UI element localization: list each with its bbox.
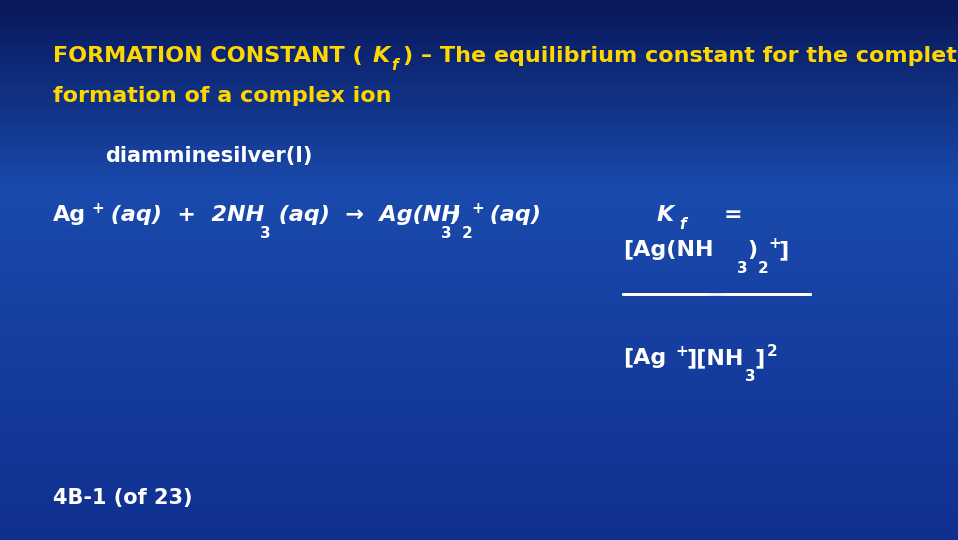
Text: +: +	[471, 201, 484, 216]
Text: 3: 3	[260, 226, 270, 241]
Text: ][NH: ][NH	[687, 348, 744, 368]
Text: ]: ]	[779, 240, 789, 260]
Text: f: f	[679, 217, 686, 232]
Text: 3: 3	[737, 261, 747, 276]
Text: (aq)  →  Ag(NH: (aq) → Ag(NH	[271, 205, 460, 225]
Text: 3: 3	[745, 369, 756, 384]
Text: (aq)  +  2NH: (aq) + 2NH	[103, 205, 263, 225]
Text: 2: 2	[462, 226, 472, 241]
Text: formation of a complex ion: formation of a complex ion	[53, 86, 391, 106]
Text: =: =	[723, 205, 741, 225]
Text: 2: 2	[758, 261, 768, 276]
Text: +: +	[91, 201, 103, 216]
Text: +: +	[675, 344, 688, 359]
Text: ): )	[450, 205, 461, 225]
Text: +: +	[768, 236, 781, 251]
Text: K: K	[373, 46, 390, 66]
Text: 2: 2	[766, 344, 777, 359]
Text: FORMATION CONSTANT (: FORMATION CONSTANT (	[53, 46, 362, 66]
Text: [Ag(NH: [Ag(NH	[623, 240, 713, 260]
Text: [Ag: [Ag	[623, 348, 666, 368]
Text: ): )	[747, 240, 758, 260]
Text: (aq): (aq)	[482, 205, 540, 225]
Text: 3: 3	[441, 226, 451, 241]
Text: Ag: Ag	[53, 205, 86, 225]
Text: K: K	[656, 205, 673, 225]
Text: ) – The equilibrium constant for the complete: ) – The equilibrium constant for the com…	[403, 46, 958, 66]
Text: ]: ]	[755, 348, 765, 368]
Text: f: f	[391, 58, 398, 73]
Text: 4B-1 (of 23): 4B-1 (of 23)	[53, 488, 193, 508]
Text: diamminesilver(I): diamminesilver(I)	[105, 146, 312, 166]
